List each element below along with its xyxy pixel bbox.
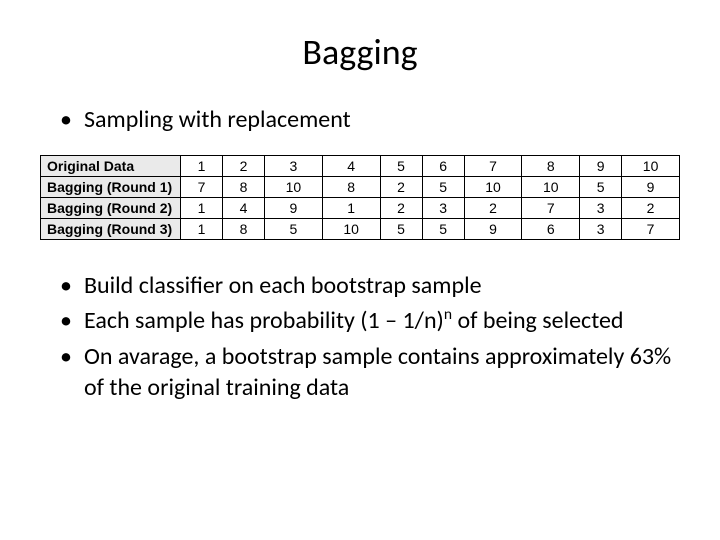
data-table-container: Original Data12345678910Bagging (Round 1… xyxy=(40,155,680,240)
table-cell: 2 xyxy=(464,198,522,219)
bullet-item: Each sample has probability (1 – 1/n)n o… xyxy=(60,305,680,336)
row-label: Bagging (Round 3) xyxy=(41,219,181,240)
table-cell: 3 xyxy=(422,198,464,219)
table-cell: 8 xyxy=(522,156,580,177)
table-cell: 6 xyxy=(422,156,464,177)
table-cell: 1 xyxy=(181,219,223,240)
table-cell: 5 xyxy=(580,177,622,198)
table-cell: 5 xyxy=(265,219,323,240)
slide-title: Bagging xyxy=(40,30,680,74)
table-cell: 1 xyxy=(181,198,223,219)
table-cell: 7 xyxy=(622,219,680,240)
table-row: Bagging (Round 3)18510559637 xyxy=(41,219,680,240)
table-cell: 3 xyxy=(265,156,323,177)
table-cell: 5 xyxy=(380,219,422,240)
table-cell: 10 xyxy=(522,177,580,198)
bullet-item: Sampling with replacement xyxy=(60,104,680,135)
bullet-item: On avarage, a bootstrap sample contains … xyxy=(60,341,680,403)
table-cell: 1 xyxy=(181,156,223,177)
table-cell: 5 xyxy=(422,177,464,198)
table-cell: 2 xyxy=(622,198,680,219)
table-cell: 8 xyxy=(223,177,265,198)
table-cell: 8 xyxy=(322,177,380,198)
table-cell: 7 xyxy=(522,198,580,219)
table-cell: 7 xyxy=(464,156,522,177)
superscript-n: n xyxy=(444,305,452,324)
table-cell: 10 xyxy=(322,219,380,240)
table-cell: 2 xyxy=(380,177,422,198)
row-label: Original Data xyxy=(41,156,181,177)
bagging-table: Original Data12345678910Bagging (Round 1… xyxy=(40,155,680,240)
row-label: Bagging (Round 1) xyxy=(41,177,181,198)
bullet-list-top: Sampling with replacement xyxy=(40,104,680,135)
table-row: Bagging (Round 1)7810825101059 xyxy=(41,177,680,198)
table-cell: 6 xyxy=(522,219,580,240)
table-cell: 10 xyxy=(265,177,323,198)
table-cell: 7 xyxy=(181,177,223,198)
table-cell: 9 xyxy=(622,177,680,198)
table-cell: 3 xyxy=(580,198,622,219)
table-cell: 10 xyxy=(464,177,522,198)
table-cell: 5 xyxy=(380,156,422,177)
table-cell: 4 xyxy=(322,156,380,177)
table-cell: 2 xyxy=(380,198,422,219)
row-label: Bagging (Round 2) xyxy=(41,198,181,219)
table-cell: 9 xyxy=(580,156,622,177)
table-row: Original Data12345678910 xyxy=(41,156,680,177)
bullet-item: Build classifier on each bootstrap sampl… xyxy=(60,270,680,301)
table-cell: 9 xyxy=(464,219,522,240)
bullet-list-bottom: Build classifier on each bootstrap sampl… xyxy=(40,270,680,403)
table-cell: 10 xyxy=(622,156,680,177)
bullet-text-pre: Each sample has probability (1 – 1/n) xyxy=(84,306,444,335)
table-cell: 4 xyxy=(223,198,265,219)
table-cell: 2 xyxy=(223,156,265,177)
table-cell: 1 xyxy=(322,198,380,219)
table-cell: 5 xyxy=(422,219,464,240)
table-row: Bagging (Round 2)1491232732 xyxy=(41,198,680,219)
bullet-text-post: of being selected xyxy=(452,306,623,335)
table-cell: 8 xyxy=(223,219,265,240)
table-cell: 3 xyxy=(580,219,622,240)
table-cell: 9 xyxy=(265,198,323,219)
